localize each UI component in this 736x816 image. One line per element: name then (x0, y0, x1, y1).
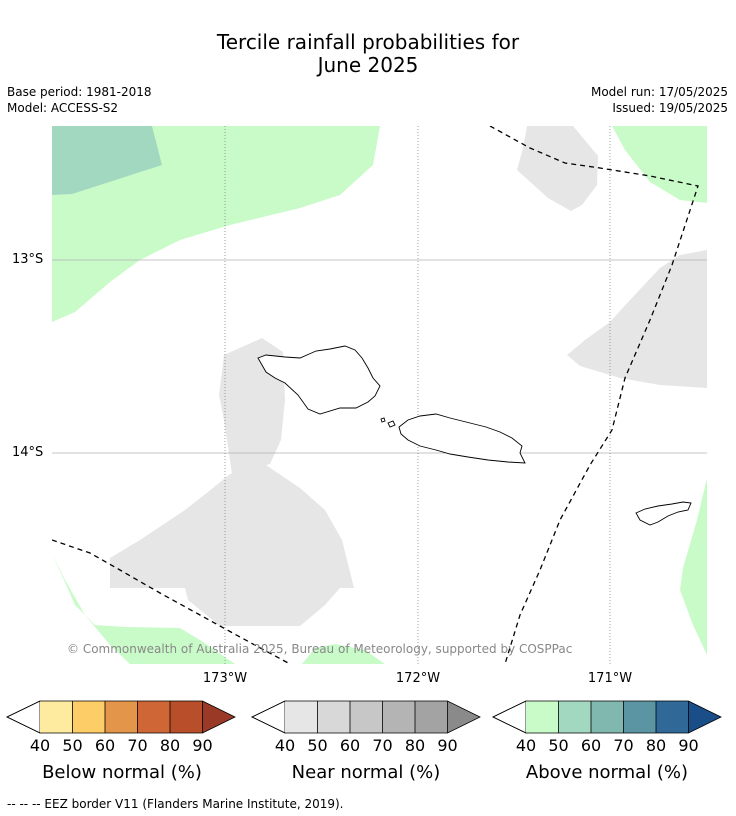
above-colorbar-bin-50 (558, 701, 591, 733)
near-tick-50: 50 (307, 736, 328, 755)
below-colorbar-outline (6, 700, 236, 734)
below-tick-60: 60 (94, 736, 116, 755)
near-normal-colorbar (251, 700, 481, 734)
model-name: Model: ACCESS-S2 (7, 101, 119, 115)
near-normal-label: Near normal (%) (291, 762, 441, 783)
eez-border-southwest (52, 539, 291, 664)
below-tick-70: 70 (127, 736, 148, 755)
copyright-notice: © Commonwealth of Australia 2025, Bureau… (67, 642, 573, 656)
above-normal-50-region (52, 126, 162, 195)
near-colorbar-high-arrow (447, 701, 480, 733)
above-normal-region-e (680, 478, 707, 655)
above-normal-region-s (302, 644, 385, 664)
above-colorbar-low-arrow (492, 700, 527, 734)
run-info: Model run: 17/05/2025 Issued: 19/05/2025 (591, 84, 728, 116)
below-colorbar-low-arrow (6, 700, 41, 734)
lat-label-14s: 14°S (12, 445, 44, 460)
above-normal-label: Above normal (%) (525, 762, 689, 783)
manono-island (387, 420, 396, 428)
above-normal-region-nw (52, 126, 380, 322)
near-tick-70: 70 (372, 736, 393, 755)
near-colorbar-bin-80 (415, 701, 448, 733)
below-tick-40: 40 (29, 736, 51, 755)
below-colorbar-high-arrow (202, 701, 235, 733)
eez-legend-note: -- -- -- EEZ border V11 (Flanders Marine… (7, 797, 344, 811)
near-colorbar-bin-50 (317, 701, 350, 733)
base-period: Base period: 1981-2018 (7, 85, 152, 99)
above-colorbar-bin-40 (526, 701, 559, 733)
above-colorbar-bin-60 (591, 701, 624, 733)
near-tick-60: 60 (339, 736, 361, 755)
lon-label-171w: 171°W (587, 671, 633, 686)
below-normal-label: Below normal (%) (42, 762, 202, 783)
near-tick-40: 40 (274, 736, 296, 755)
above-colorbar-bin-70 (623, 701, 656, 733)
savaii-island (257, 345, 381, 415)
near-colorbar-dividers (317, 701, 448, 733)
above-colorbar-bin-80 (656, 701, 689, 733)
near-normal-region-south (110, 465, 354, 626)
model-run-date: Model run: 17/05/2025 (590, 85, 728, 99)
above-colorbar-dividers (558, 701, 689, 733)
above-normal-region-sw (52, 553, 235, 664)
below-colorbar-bin-70 (137, 701, 170, 733)
below-tick-90: 90 (192, 736, 213, 755)
upolu-island (398, 413, 526, 464)
lon-label-173w: 173°W (202, 671, 248, 686)
model-info: Base period: 1981-2018 Model: ACCESS-S2 (7, 84, 152, 116)
below-colorbar-bin-40 (40, 701, 73, 733)
above-tick-40: 40 (515, 736, 537, 755)
below-tick-50: 50 (62, 736, 83, 755)
near-colorbar-bin-40 (285, 701, 318, 733)
issued-date: Issued: 19/05/2025 (612, 101, 728, 115)
eez-border-north (489, 126, 699, 664)
above-tick-60: 60 (580, 736, 602, 755)
near-normal-region-east (567, 250, 707, 388)
lat-label-13s: 13°S (12, 252, 44, 267)
above-normal-region-ne (612, 126, 707, 203)
near-normal-region-north (517, 126, 598, 211)
near-colorbar-bin-70 (382, 701, 415, 733)
below-colorbar-dividers (72, 701, 203, 733)
above-colorbar-outline (492, 700, 722, 734)
near-tick-80: 80 (404, 736, 426, 755)
title-line-1: Tercile rainfall probabilities for (216, 30, 520, 54)
above-normal-colorbar (492, 700, 722, 734)
above-tick-90: 90 (678, 736, 699, 755)
lon-label-172w: 172°W (395, 671, 441, 686)
above-tick-70: 70 (613, 736, 634, 755)
above-tick-50: 50 (548, 736, 569, 755)
title-line-2: June 2025 (317, 53, 419, 77)
near-colorbar-bin-60 (350, 701, 383, 733)
near-tick-90: 90 (437, 736, 458, 755)
apolima-island (380, 417, 386, 423)
below-colorbar-bin-80 (170, 701, 203, 733)
near-colorbar-low-arrow (251, 700, 286, 734)
below-colorbar-bin-50 (72, 701, 105, 733)
below-colorbar-bin-60 (105, 701, 138, 733)
above-tick-80: 80 (645, 736, 667, 755)
tutuila-island (635, 501, 692, 526)
below-normal-colorbar (6, 700, 236, 734)
map-title: Tercile rainfall probabilities for June … (0, 31, 736, 77)
below-tick-80: 80 (159, 736, 181, 755)
near-colorbar-outline (251, 700, 481, 734)
above-colorbar-high-arrow (688, 701, 721, 733)
